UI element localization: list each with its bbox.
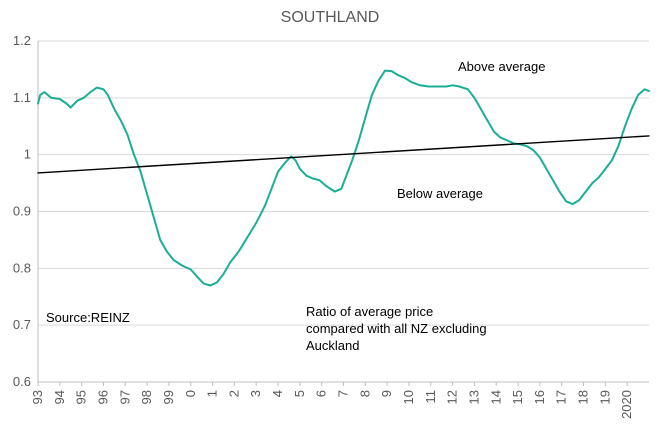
x-tick-label: 1 (205, 390, 220, 397)
x-tick-label: 3 (248, 390, 263, 397)
x-tick-label: 11 (423, 390, 438, 404)
x-tick-label: 95 (74, 390, 89, 404)
x-tick-label: 15 (510, 390, 525, 404)
x-tick-label: 98 (139, 390, 154, 404)
x-tick-label: 97 (117, 390, 132, 404)
annotation-ratio-line-3: Auckland (306, 338, 359, 353)
x-tick-label: 13 (466, 390, 481, 404)
x-tick-label: 2020 (619, 390, 634, 419)
series-line-ratio (37, 69, 650, 287)
x-tick-label: 93 (30, 390, 45, 404)
x-tick-label: 12 (445, 390, 460, 404)
annotation-source: Source:REINZ (46, 310, 130, 325)
y-axis: 0.6 0.7 0.8 0.9 1 1.1 1.2 (13, 33, 31, 389)
x-tick-label: 19 (597, 390, 612, 404)
x-tick-label: 8 (357, 390, 372, 397)
x-axis: 93 94 95 96 97 98 99 0 1 2 3 4 5 6 7 8 9 10 11 12 13 14 15 16 17… (30, 382, 634, 419)
x-tick-label: 14 (488, 390, 503, 404)
y-tick-label: 0.6 (13, 374, 31, 389)
x-tick-label: 4 (270, 390, 285, 397)
x-tick-label: 7 (336, 390, 351, 397)
x-tick-label: 16 (532, 390, 547, 404)
x-tick-label: 96 (95, 390, 110, 404)
series-line-average-trend (37, 135, 650, 174)
chart-title: SOUTHLAND (281, 9, 380, 26)
annotation-ratio-line-2: compared with all NZ excluding (306, 321, 487, 336)
x-tick-label: 2 (226, 390, 241, 397)
x-tick-label: 0 (183, 390, 198, 397)
x-tick-label: 9 (379, 390, 394, 397)
x-tick-label: 17 (554, 390, 569, 404)
annotation-above-average: Above average (458, 59, 545, 74)
y-tick-label: 1 (24, 147, 31, 162)
x-tick-label: 94 (52, 390, 67, 404)
annotation-ratio-line-1: Ratio of average price (306, 304, 433, 319)
annotation-below-average: Below average (397, 186, 483, 201)
y-tick-label: 1.2 (13, 33, 31, 48)
y-tick-label: 0.8 (13, 260, 31, 275)
x-tick-label: 6 (314, 390, 329, 397)
x-tick-label: 99 (161, 390, 176, 404)
y-tick-label: 0.9 (13, 204, 31, 219)
x-tick-label: 5 (292, 390, 307, 397)
series-group (37, 69, 650, 287)
x-tick-label: 18 (576, 390, 591, 404)
x-tick-label: 10 (401, 390, 416, 404)
y-tick-label: 0.7 (13, 317, 31, 332)
y-tick-label: 1.1 (13, 90, 31, 105)
